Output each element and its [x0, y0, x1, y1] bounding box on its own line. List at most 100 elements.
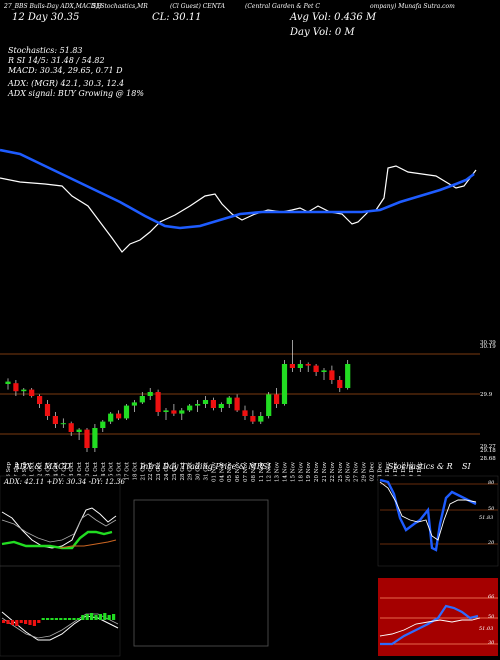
adx-macd-title: ADX & MACD — [14, 462, 71, 471]
candle-body — [37, 396, 43, 404]
x-tick-label: 21 Oct — [140, 461, 146, 480]
candle-body — [202, 400, 209, 404]
x-tick-label: 14 Oct — [101, 461, 107, 480]
x-tick-label: 02 Dec — [369, 462, 375, 482]
x-tick-label: 06 Nov — [235, 461, 241, 482]
candle-body — [179, 410, 185, 414]
x-tick-label: 03 Oct — [46, 461, 52, 480]
x-tick-label: 02 Oct — [38, 461, 44, 480]
candle-body — [266, 394, 272, 416]
candle-body — [44, 404, 51, 416]
x-tick-label: 08 Oct — [69, 461, 75, 480]
macd-histogram-bar — [81, 615, 85, 620]
price-tick-label: 29.27 — [480, 444, 496, 450]
candle-body — [123, 405, 130, 419]
rsi-readout: R SI 14/5: 31.48 / 54.82 — [8, 56, 105, 65]
macd-histogram-bar — [98, 614, 102, 620]
macd-histogram-bar — [37, 620, 41, 623]
x-tick-label: 10 Dec — [417, 462, 423, 482]
x-tick-label: 27 Nov — [354, 461, 360, 482]
x-tick-label: 31 Oct — [204, 461, 210, 480]
day-range: 12 Day 30.35 — [12, 12, 80, 23]
x-tick-label: 26 Nov — [346, 461, 352, 482]
macd-readout: MACD: 30.34, 29.65, 0.71 D — [8, 66, 123, 75]
x-tick-label: 04 Nov — [219, 461, 225, 482]
x-tick-label: 30 Oct — [196, 461, 202, 480]
stochastics-panel — [377, 475, 499, 567]
close-price: CL: 30.11 — [152, 12, 202, 23]
adx-signal: ADX signal: BUY Growing @ 18% — [8, 89, 144, 98]
rsi-white-line — [379, 617, 481, 637]
x-tick-label: 07 Nov — [243, 461, 249, 482]
plus-di-line — [1, 513, 117, 543]
stoch-value: 51.83 — [479, 515, 494, 521]
macd-histogram-bar — [63, 618, 67, 620]
x-tick-label: 26 Sep — [6, 462, 12, 482]
candle-body — [60, 423, 66, 425]
x-tick-label: 13 Nov — [275, 461, 281, 482]
x-tick-label: 27 Sep — [14, 462, 20, 482]
macd-histogram-bar — [10, 620, 14, 625]
macd-histogram — [2, 613, 116, 626]
x-tick-label: 10 Oct — [85, 461, 91, 480]
candle-body — [210, 400, 216, 408]
macd-histogram-bar — [112, 614, 116, 620]
macd-histogram-bar — [2, 620, 6, 623]
day-volume: Day Vol: 0 M — [290, 27, 355, 38]
macd-histogram-bar — [46, 618, 50, 620]
rsi-value: 51.03 — [479, 626, 494, 632]
candle-body — [313, 365, 319, 372]
candle-body — [5, 381, 11, 384]
candle-body — [218, 404, 224, 408]
macd-histogram-bar — [72, 618, 76, 620]
candle-body — [108, 413, 114, 422]
candle-body — [21, 389, 27, 392]
x-tick-label: 29 Oct — [188, 461, 194, 480]
candle-body — [289, 364, 295, 368]
candle-body — [100, 421, 106, 428]
company-label-2: ompany) Munafa Sutra.com — [370, 3, 455, 10]
macd-histogram-bar — [19, 620, 23, 623]
x-tick-label: 22 Oct — [148, 461, 154, 480]
candle-body — [337, 380, 343, 388]
macd-histogram-bar — [32, 620, 36, 626]
macd-brown-line — [59, 539, 117, 549]
candle-body — [131, 402, 137, 406]
price-tick-label: 29.18 — [480, 448, 496, 454]
macd-histogram-bar — [68, 618, 72, 620]
x-tick-label: 29 Nov — [362, 461, 368, 482]
intraday-title: Intra Day Trading Price & MR — [140, 462, 263, 471]
candle-body — [76, 429, 82, 432]
x-tick-label: 11 Oct — [93, 461, 99, 480]
macd-histogram-bar — [103, 613, 107, 620]
macd-histogram-bar — [76, 618, 80, 620]
macd-histogram-bar — [50, 618, 54, 620]
adx-values: ADX: 42.11 +DY: 30.34 -DY: 12.36 — [4, 478, 125, 486]
x-tick-label: 07 Oct — [61, 461, 67, 480]
price-tick-label: 30.39 — [480, 340, 496, 346]
candle-body — [195, 404, 201, 406]
macd-histogram-bar — [54, 618, 58, 620]
intraday-panel — [133, 499, 269, 647]
candle-body — [163, 410, 169, 412]
stochastics-title: Stochastics & R — [388, 462, 453, 471]
candle-body — [329, 370, 335, 380]
ticker-label: (Cl Guest) CENTA — [170, 3, 225, 10]
x-tick-label: 20 Nov — [314, 461, 320, 482]
moving-average-blue — [0, 148, 475, 230]
avg-volume: Avg Vol: 0.436 M — [290, 12, 377, 23]
x-tick-label: 25 Nov — [338, 461, 344, 482]
x-tick-label: 16 Oct — [117, 461, 123, 480]
macd-histogram-bar — [90, 613, 94, 620]
macd-histogram-bar — [107, 615, 111, 620]
stoch-d-line — [379, 481, 477, 541]
x-tick-label: 19 Nov — [306, 461, 312, 482]
candle-body — [234, 397, 240, 411]
x-tick-label: 01 Nov — [211, 461, 217, 482]
x-tick-label: 18 Nov — [298, 461, 304, 482]
candle-body — [84, 429, 90, 448]
candle-body — [155, 392, 161, 412]
candle-body — [52, 416, 58, 424]
candle-body — [171, 410, 177, 414]
